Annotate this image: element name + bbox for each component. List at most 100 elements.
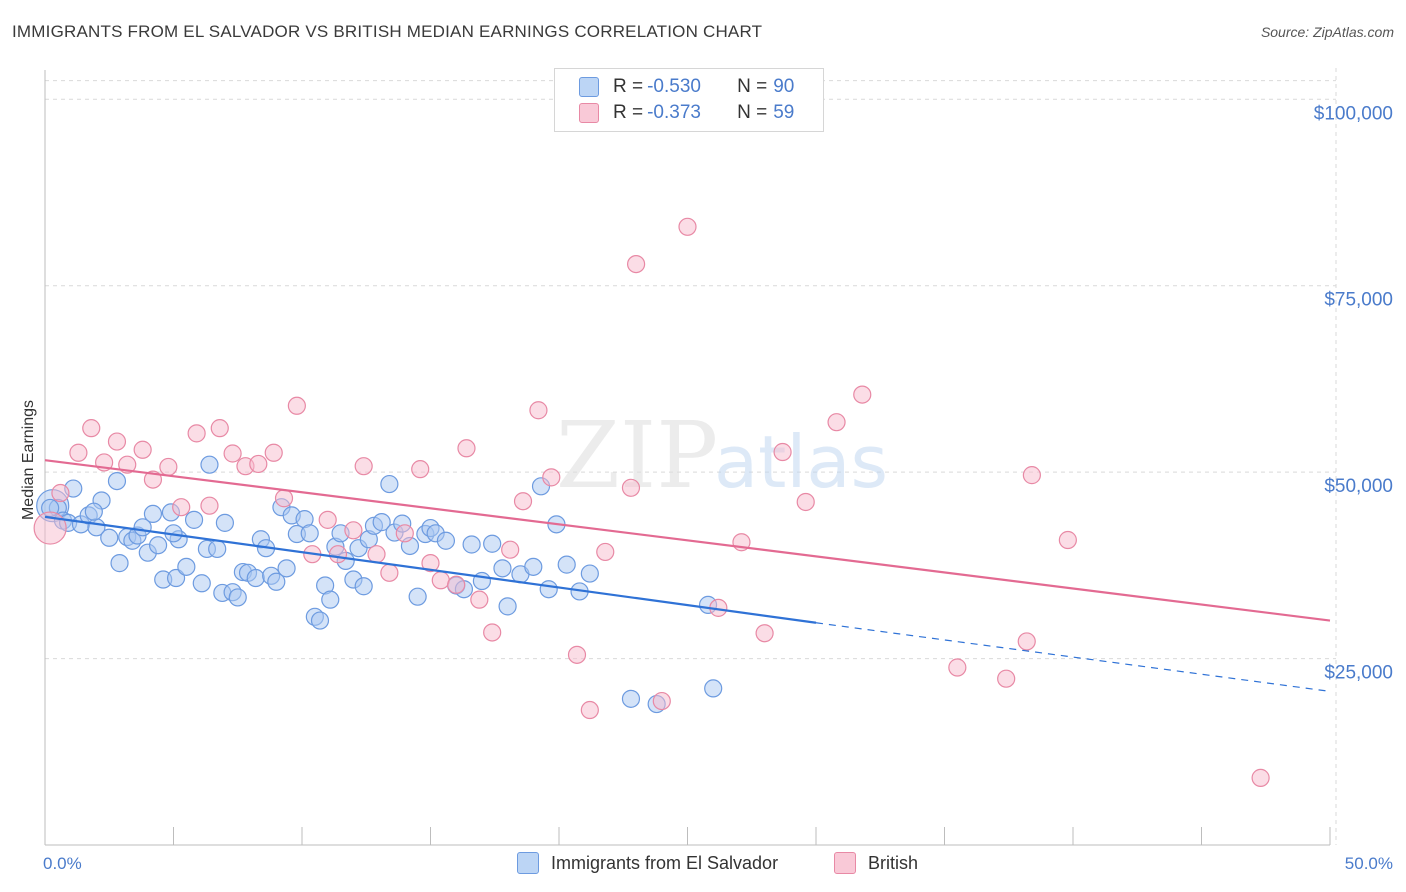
point-british bbox=[421, 554, 440, 573]
point-el-salvador bbox=[524, 557, 543, 576]
point-british bbox=[1022, 466, 1041, 485]
point-british bbox=[542, 468, 561, 487]
point-british bbox=[133, 440, 152, 459]
point-british bbox=[626, 254, 646, 274]
point-el-salvador bbox=[107, 471, 127, 491]
point-el-salvador bbox=[267, 572, 286, 591]
legend-swatch-blue bbox=[517, 852, 539, 874]
point-el-salvador bbox=[483, 534, 502, 553]
point-british bbox=[354, 457, 373, 476]
point-el-salvador bbox=[321, 590, 340, 609]
point-british bbox=[33, 511, 67, 545]
watermark-atlas: atlas bbox=[714, 420, 888, 504]
point-british bbox=[367, 545, 386, 564]
point-el-salvador bbox=[354, 577, 373, 596]
point-british bbox=[411, 460, 430, 479]
point-el-salvador bbox=[208, 539, 227, 559]
legend-n-label: N = bbox=[737, 76, 768, 97]
point-british bbox=[580, 700, 599, 720]
point-british bbox=[1058, 530, 1077, 550]
point-el-salvador bbox=[110, 554, 129, 573]
correlation-legend: R = -0.530 N = 90 R = -0.373 N = 59 bbox=[554, 68, 824, 132]
point-british bbox=[1251, 768, 1270, 787]
tick-labels: $25,000 $50,000 $75,000 $100,000 0.0% 50.0% bbox=[43, 103, 1393, 873]
legend-row-series-2: R = -0.373 N = 59 bbox=[579, 101, 794, 125]
point-british bbox=[501, 540, 520, 559]
point-british bbox=[318, 510, 337, 529]
point-el-salvador bbox=[408, 587, 427, 606]
point-british bbox=[380, 563, 399, 582]
point-british bbox=[143, 470, 163, 489]
point-british bbox=[567, 645, 587, 664]
y-tick-label: $50,000 bbox=[1324, 476, 1393, 497]
point-el-salvador bbox=[300, 524, 319, 543]
legend-r-value: -0.373 bbox=[647, 102, 701, 123]
point-el-salvador bbox=[277, 559, 296, 578]
point-british bbox=[107, 432, 127, 451]
point-el-salvador bbox=[493, 559, 512, 578]
grid-lines bbox=[45, 68, 1337, 845]
point-british bbox=[652, 691, 671, 711]
point-british bbox=[470, 590, 489, 609]
point-british bbox=[483, 623, 502, 642]
watermark: ZIP atlas bbox=[556, 402, 888, 509]
point-british bbox=[755, 624, 774, 643]
point-british bbox=[210, 419, 229, 438]
axes bbox=[44, 70, 1331, 846]
y-tick-label: $75,000 bbox=[1324, 290, 1393, 311]
series-legend: Immigrants from El Salvador British bbox=[0, 852, 1406, 878]
point-el-salvador bbox=[704, 679, 723, 698]
legend-swatch-pink bbox=[834, 852, 856, 874]
point-el-salvador bbox=[143, 504, 163, 524]
point-el-salvador bbox=[498, 597, 517, 616]
point-british bbox=[69, 443, 88, 462]
series-el-salvador bbox=[36, 455, 723, 714]
legend-swatch-pink bbox=[579, 103, 599, 123]
point-el-salvador bbox=[184, 510, 204, 529]
point-el-salvador bbox=[166, 568, 186, 588]
point-el-salvador bbox=[621, 689, 641, 708]
point-british bbox=[773, 442, 792, 462]
source-label: Source: ZipAtlas.com bbox=[1260, 24, 1394, 40]
legend-item-el-salvador[interactable]: Immigrants from El Salvador bbox=[517, 852, 778, 874]
point-british bbox=[223, 444, 242, 463]
y-axis-label: Median Earnings bbox=[20, 400, 37, 520]
point-british bbox=[621, 478, 641, 497]
point-el-salvador bbox=[436, 531, 456, 550]
point-british bbox=[457, 439, 476, 458]
point-el-salvador bbox=[215, 513, 234, 532]
point-british bbox=[529, 401, 548, 420]
point-british bbox=[51, 483, 70, 503]
point-british bbox=[200, 496, 219, 515]
point-british bbox=[948, 658, 967, 677]
y-tick-label: $25,000 bbox=[1324, 663, 1393, 684]
point-british bbox=[1017, 632, 1036, 651]
y-tick-label: $100,000 bbox=[1314, 103, 1393, 124]
legend-swatch-blue bbox=[579, 77, 599, 97]
point-british bbox=[513, 492, 533, 511]
legend-label-british: British bbox=[868, 852, 919, 873]
point-el-salvador bbox=[228, 588, 247, 607]
point-el-salvador bbox=[200, 455, 219, 474]
legend-r-label: R = bbox=[613, 76, 644, 97]
point-el-salvador bbox=[192, 574, 211, 593]
legend-item-british[interactable]: British bbox=[834, 852, 918, 874]
point-el-salvador bbox=[372, 513, 391, 532]
point-british bbox=[596, 542, 615, 562]
point-british bbox=[431, 571, 450, 590]
point-british bbox=[827, 413, 846, 432]
trend-line-british bbox=[44, 459, 1331, 622]
trend-extension-el-salvador bbox=[815, 622, 1331, 692]
legend-row-series-1: R = -0.530 N = 90 bbox=[579, 75, 794, 99]
point-british bbox=[187, 424, 206, 443]
point-british bbox=[395, 524, 414, 543]
point-british bbox=[853, 385, 872, 404]
point-british bbox=[249, 454, 268, 474]
point-el-salvador bbox=[580, 564, 599, 583]
legend-n-value: 90 bbox=[773, 76, 795, 97]
point-el-salvador bbox=[557, 555, 576, 574]
point-british bbox=[997, 669, 1016, 688]
x-tick-label: 50.0% bbox=[1345, 854, 1393, 873]
point-el-salvador bbox=[148, 536, 168, 555]
